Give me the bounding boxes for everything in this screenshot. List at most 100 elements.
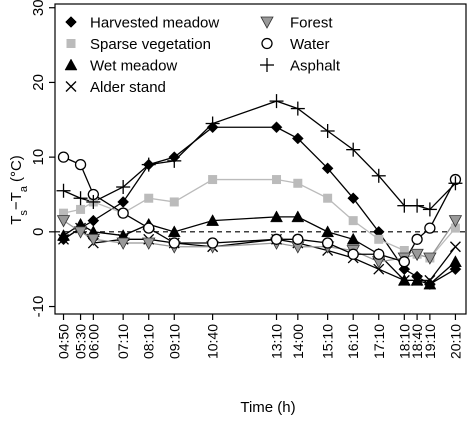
data-point — [399, 246, 409, 256]
data-point — [293, 178, 303, 188]
legend-label: Asphalt — [290, 58, 341, 75]
data-point — [410, 198, 425, 213]
data-point — [169, 197, 179, 207]
data-point — [320, 123, 335, 138]
data-point — [270, 233, 283, 245]
y-tick-label: 0 — [30, 228, 47, 236]
y-axis-label-unit: (°C) — [8, 155, 25, 182]
x-tick-label: 04:50 — [56, 324, 72, 359]
data-point — [411, 274, 423, 286]
data-point — [321, 225, 335, 238]
data-point — [141, 157, 156, 172]
data-point — [371, 168, 386, 183]
data-point — [143, 222, 155, 234]
x-tick-label: 13:10 — [269, 324, 285, 359]
data-point — [86, 233, 101, 247]
data-point — [347, 192, 360, 205]
data-point — [56, 215, 71, 228]
x-tick-label: 17:10 — [371, 324, 387, 359]
legend-marker — [260, 16, 274, 29]
data-point — [58, 233, 69, 245]
x-tick-label: 16:10 — [345, 324, 361, 359]
legend-marker — [260, 58, 274, 72]
data-point — [87, 214, 100, 227]
series-line — [63, 220, 456, 263]
data-point — [373, 263, 385, 275]
data-point — [290, 101, 305, 116]
data-point — [450, 223, 460, 233]
data-point — [117, 207, 129, 219]
x-tick-label: 19:10 — [422, 324, 438, 359]
legend: Harvested meadow Sparse vegetation Wet mea… — [64, 15, 341, 96]
legend-label: Water — [290, 36, 329, 53]
legend-label: Wet meadow — [90, 58, 177, 75]
x-tick-label: 06:00 — [85, 324, 101, 359]
data-point — [347, 248, 359, 260]
legend-label: Alder stand — [90, 79, 166, 96]
x-tick-label: 18:40 — [409, 324, 425, 359]
data-point — [373, 248, 385, 260]
data-point — [423, 252, 437, 265]
data-point — [86, 194, 101, 209]
data-point — [205, 116, 220, 131]
data-point — [291, 132, 304, 145]
y-axis-label-sub2: a — [18, 185, 30, 192]
data-point — [167, 153, 182, 168]
data-point — [57, 151, 70, 163]
x-tick-label: 20:10 — [447, 324, 463, 359]
x-tick-label: 10:40 — [205, 324, 221, 359]
legend-marker — [65, 81, 77, 92]
data-point — [348, 216, 358, 226]
series-line — [63, 126, 456, 285]
data-point — [270, 210, 283, 223]
y-tick-label: 20 — [30, 74, 47, 91]
data-point — [116, 180, 131, 195]
data-point — [448, 176, 463, 191]
y-axis-label-main: T — [8, 216, 25, 225]
data-point — [291, 210, 305, 223]
data-point — [270, 121, 283, 134]
data-point — [144, 193, 154, 203]
legend-label: Harvested meadow — [90, 15, 219, 32]
data-point — [398, 256, 410, 268]
y-axis-label-sub1: s — [18, 210, 30, 216]
legend-marker — [65, 16, 77, 28]
x-tick-label: 05:30 — [73, 324, 89, 359]
data-point — [449, 255, 462, 267]
data-point — [398, 274, 410, 286]
x-tick-label: 18:10 — [396, 324, 412, 359]
legend-label: Forest — [290, 15, 333, 32]
data-point — [117, 196, 130, 208]
data-point — [422, 202, 437, 217]
data-point — [142, 237, 156, 250]
data-point — [56, 183, 71, 198]
data-point — [73, 226, 88, 239]
x-tick-label: 15:10 — [320, 324, 336, 359]
x-tick-label: 07:10 — [115, 324, 131, 359]
data-point — [424, 222, 436, 234]
data-point — [424, 274, 436, 286]
data-point — [272, 175, 282, 185]
data-point — [397, 198, 412, 213]
series-line — [63, 216, 456, 285]
y-tick-label: -10 — [30, 296, 47, 318]
legend-label: Sparse vegetation — [90, 36, 211, 53]
data-point — [321, 162, 334, 175]
data-point — [411, 233, 423, 245]
legend-marker — [261, 37, 273, 50]
data-point — [321, 237, 334, 249]
y-tick-label: 10 — [30, 149, 47, 166]
y-tick-label: 30 — [30, 0, 47, 16]
x-axis-label: Time (h) — [240, 399, 295, 416]
data-point — [410, 248, 424, 262]
data-point — [374, 234, 384, 244]
data-point — [74, 158, 87, 171]
x-tick-label: 09:10 — [166, 324, 182, 359]
data-point — [167, 225, 181, 238]
plot-frame — [54, 3, 467, 315]
data-point — [206, 237, 219, 249]
data-point — [116, 237, 130, 250]
data-point — [57, 229, 70, 241]
legend-marker — [66, 39, 76, 48]
